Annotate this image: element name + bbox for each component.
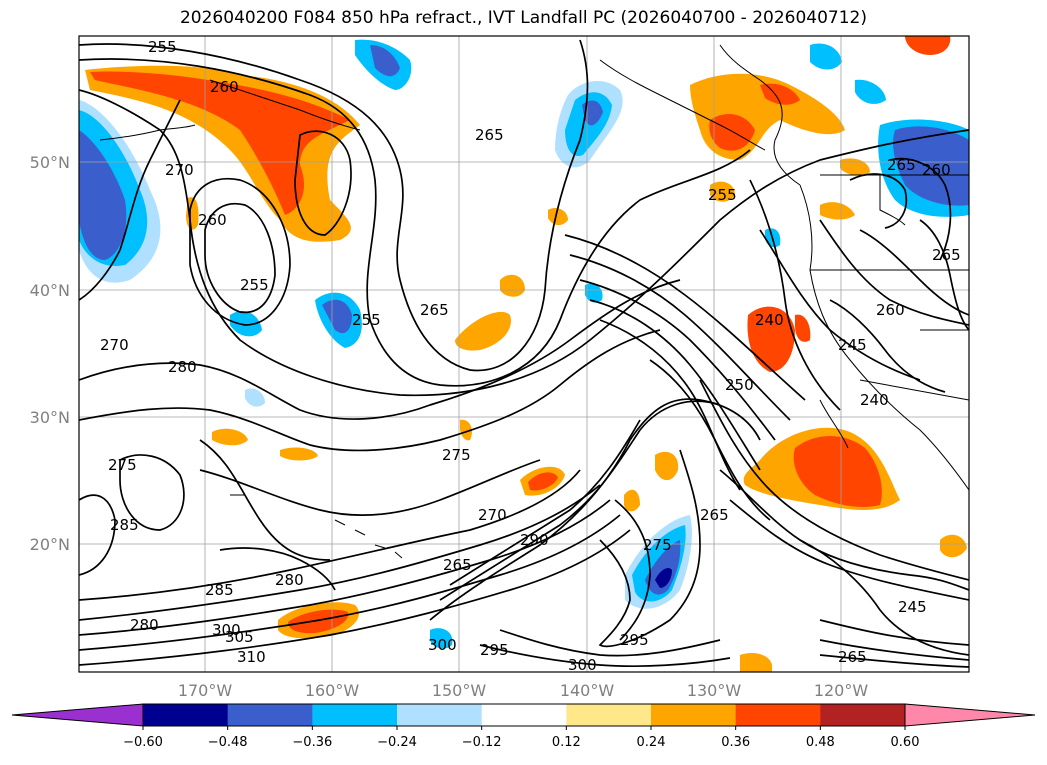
contour-label: 255	[240, 276, 269, 294]
colorbar-ticks: −0.60 −0.48 −0.36 −0.24 −0.12 0.12 0.24 0.36 0.4…	[123, 726, 919, 750]
contour-label: 270	[165, 161, 194, 179]
contour-label: 270	[478, 506, 507, 524]
contour-label: 305	[225, 628, 254, 646]
colorbar-tick-label: 0.12	[552, 735, 581, 750]
colorbar-segment	[481, 704, 567, 726]
contour-label: 240	[755, 311, 784, 329]
colorbar-extend-high	[904, 703, 1036, 727]
contour-label: 260	[210, 78, 239, 96]
colorbar-tick-label: −0.36	[292, 735, 332, 750]
colorbar-segment	[566, 704, 652, 726]
contour-label: 280	[168, 358, 197, 376]
contour-label: 310	[237, 648, 266, 666]
lon-label: 140°W	[560, 681, 615, 700]
lat-label: 50°N	[30, 153, 70, 172]
contour-label: 295	[620, 631, 649, 649]
colorbar: −0.60 −0.48 −0.36 −0.24 −0.12 0.12 0.24 0.36 0.4…	[11, 703, 1036, 750]
colorbar-tick-label: 0.24	[637, 735, 666, 750]
colorbar-segment	[735, 704, 821, 726]
shade-orange-ca	[747, 306, 795, 372]
contour-label: 300	[212, 621, 241, 639]
contour-label: 280	[130, 616, 159, 634]
shaded-regions	[79, 36, 969, 672]
lon-label: 170°W	[178, 681, 233, 700]
contour-label: 265	[420, 301, 449, 319]
graticule	[79, 36, 969, 672]
colorbar-segment	[820, 704, 906, 726]
contour-label: 250	[725, 376, 754, 394]
contour-label: 260	[198, 211, 227, 229]
contour-label: 285	[110, 516, 139, 534]
contour-label: 265	[887, 156, 916, 174]
contour-label: 295	[480, 641, 509, 659]
contour-label: 245	[898, 598, 927, 616]
contour-labels: 255 260 265 270 260 255 255 265 280 270 …	[100, 38, 961, 674]
contour-label: 300	[568, 656, 597, 674]
colorbar-segment	[227, 704, 313, 726]
contour-label: 265	[838, 648, 867, 666]
colorbar-tick-label: −0.48	[208, 735, 248, 750]
contour-label: 240	[860, 391, 889, 409]
lon-label: 150°W	[432, 681, 487, 700]
contour-label: 300	[428, 636, 457, 654]
shade-dblue-w	[79, 130, 127, 260]
lat-label: 40°N	[30, 281, 70, 300]
colorbar-segment	[651, 704, 737, 726]
contour-label: 265	[443, 556, 472, 574]
contour-label: 275	[643, 536, 672, 554]
contour-label: 265	[932, 246, 961, 264]
colorbar-segment	[143, 704, 229, 726]
colorbar-extend-low	[11, 703, 144, 727]
contour-label: 285	[205, 581, 234, 599]
contour-label: 280	[275, 571, 304, 589]
contour-label: 260	[876, 301, 905, 319]
colorbar-frame	[142, 703, 906, 727]
contour-label: 255	[708, 186, 737, 204]
contour-label: 260	[922, 161, 951, 179]
colorbar-segments	[11, 703, 1036, 727]
lon-label: 130°W	[687, 681, 742, 700]
contour-label: 290	[520, 531, 549, 549]
lon-label: 120°W	[814, 681, 869, 700]
contour-label: 255	[148, 38, 177, 56]
map-title: 2026040200 F084 850 hPa refract., IVT La…	[179, 8, 867, 28]
map-plot-area: 255 260 265 270 260 255 255 265 280 270 …	[79, 36, 969, 674]
contour-label: 265	[475, 126, 504, 144]
contour-label: 275	[442, 446, 471, 464]
contour-label: 265	[700, 506, 729, 524]
coastlines	[99, 44, 969, 559]
colorbar-tick-label: −0.24	[377, 735, 417, 750]
map-frame	[78, 35, 970, 673]
lat-label: 30°N	[30, 408, 70, 427]
shade-red-nw	[90, 71, 350, 215]
colorbar-tick-label: 0.36	[721, 735, 750, 750]
colorbar-tick-label: 0.60	[891, 735, 920, 750]
colorbar-segment	[312, 704, 398, 726]
contour-label: 255	[352, 311, 381, 329]
longitude-labels: 170°W 160°W 150°W 140°W 130°W 120°W	[178, 681, 869, 700]
lon-label: 160°W	[305, 681, 360, 700]
contours	[79, 39, 969, 668]
contour-label: 245	[838, 336, 867, 354]
contour-label: 275	[108, 456, 137, 474]
lat-label: 20°N	[30, 535, 70, 554]
contour-label: 270	[100, 336, 129, 354]
colorbar-tick-label: 0.48	[806, 735, 835, 750]
latitude-labels: 50°N 40°N 30°N 20°N	[30, 153, 70, 554]
colorbar-tick-label: −0.60	[123, 735, 163, 750]
colorbar-tick-label: −0.12	[462, 735, 502, 750]
colorbar-segment	[397, 704, 483, 726]
